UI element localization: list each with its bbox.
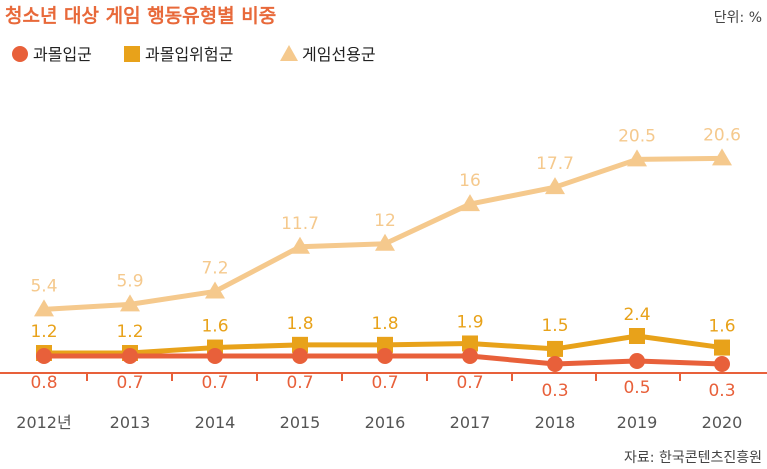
data-point-triangle (545, 177, 565, 195)
data-point-circle (462, 348, 478, 364)
data-label-layer: 5.4 5.9 7.2 11.7 12 16 17.7 20.5 20.6 1.2 1.2 1.6 1.… (30, 125, 740, 401)
data-label: 1.6 (708, 317, 735, 337)
data-point-triangle (375, 233, 395, 251)
data-label: 11.7 (281, 214, 319, 234)
data-label: 5.4 (30, 276, 57, 296)
data-label: 7.2 (201, 258, 228, 278)
data-label: 20.5 (618, 126, 656, 146)
data-label: 0.7 (201, 373, 228, 393)
data-point-square (377, 336, 393, 353)
x-tick-label: 2012년 (16, 413, 71, 432)
x-tick-marks (86, 373, 681, 381)
x-tick-label: 2019 (617, 413, 658, 432)
data-label: 17.7 (536, 154, 574, 174)
data-label: 0.3 (708, 381, 735, 401)
data-point-circle (629, 353, 645, 369)
unit-label: 단위: % (714, 10, 762, 26)
data-point-square (547, 340, 563, 357)
data-point-triangle (34, 299, 54, 317)
data-label: 0.5 (623, 378, 650, 398)
legend-item: 과몰입군 (12, 45, 92, 64)
data-point-square (629, 328, 645, 344)
x-tick-label: 2018 (535, 413, 576, 432)
legend: 과몰입군 과몰입위험군 게임선용군 (12, 45, 376, 64)
source-note: 자료: 한국콘텐츠진흥원 (624, 450, 762, 466)
data-point-circle (36, 348, 52, 364)
data-point-triangle (290, 236, 310, 254)
data-label: 16 (459, 171, 481, 191)
x-tick-label: 2017 (450, 413, 491, 432)
data-point-square (462, 335, 478, 352)
x-tick-labels: 2012년 2013 2014 2015 2016 2017 2018 2019 2020 (16, 413, 742, 432)
legend-circle-icon (12, 46, 28, 62)
data-label: 1.5 (541, 316, 568, 336)
data-label: 1.9 (456, 312, 483, 332)
series-layer (34, 148, 732, 372)
x-tick-label: 2015 (280, 413, 321, 432)
data-label: 1.2 (30, 322, 57, 342)
data-label: 1.2 (116, 322, 143, 342)
data-point-triangle (712, 148, 732, 166)
x-tick-label: 2016 (365, 413, 406, 432)
chart-title: 청소년 대상 게임 행동유형별 비중 (5, 5, 276, 27)
legend-triangle-icon (280, 45, 298, 61)
data-label: 1.8 (286, 314, 313, 334)
x-tick-label: 2014 (195, 413, 236, 432)
data-point-circle (547, 356, 563, 372)
data-label: 1.8 (371, 314, 398, 334)
legend-square-icon (124, 46, 140, 62)
x-tick-label: 2020 (702, 413, 743, 432)
data-point-circle (714, 356, 730, 372)
data-point-triangle (460, 194, 480, 212)
data-point-triangle (205, 281, 225, 299)
data-point-circle (207, 348, 223, 364)
data-label: 20.6 (703, 125, 741, 145)
data-label: 0.7 (286, 373, 313, 393)
data-label: 0.7 (116, 373, 143, 393)
data-point-square (292, 336, 308, 353)
data-point-square (714, 339, 730, 356)
legend-label: 과몰입위험군 (145, 45, 233, 64)
data-label: 12 (374, 211, 396, 231)
legend-label: 과몰입군 (33, 45, 92, 64)
data-label: 0.7 (456, 373, 483, 393)
data-label: 0.3 (541, 381, 568, 401)
data-point-circle (122, 348, 138, 364)
data-label: 5.9 (116, 271, 143, 291)
data-point-circle (292, 348, 308, 364)
series-line (43, 155, 723, 312)
data-label: 2.4 (623, 305, 650, 325)
data-label: 1.6 (201, 317, 228, 337)
data-label: 0.7 (371, 373, 398, 393)
legend-item: 과몰입위험군 (124, 45, 233, 64)
data-point-circle (377, 348, 393, 364)
legend-label: 게임선용군 (302, 45, 376, 64)
legend-item: 게임선용군 (280, 45, 376, 64)
data-label: 0.8 (30, 373, 57, 393)
x-tick-label: 2013 (110, 413, 151, 432)
data-point-triangle (627, 149, 647, 167)
data-point-triangle (120, 294, 140, 312)
